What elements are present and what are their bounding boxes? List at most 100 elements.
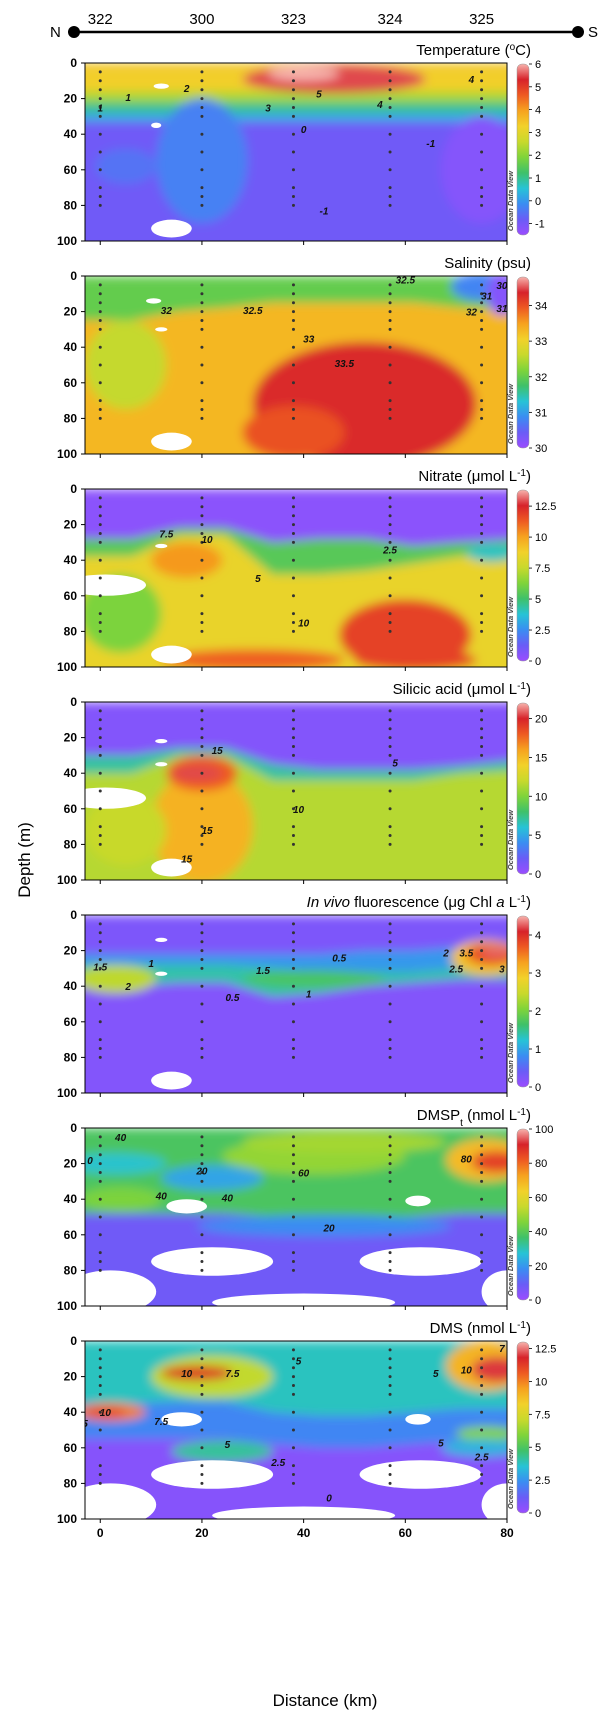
sample-point — [200, 949, 204, 953]
sample-point — [480, 771, 484, 775]
sample-point — [200, 576, 204, 580]
y-tick-label: 20 — [64, 92, 78, 106]
sample-point — [98, 745, 102, 748]
sample-point — [388, 505, 392, 509]
y-tick-label: 60 — [64, 163, 78, 177]
y-tick-label: 80 — [64, 837, 78, 851]
sample-point — [98, 399, 102, 403]
sample-point — [200, 807, 204, 811]
sample-point — [388, 1464, 392, 1468]
sample-point — [291, 1410, 295, 1414]
colorbar-tick-label: 0 — [535, 869, 541, 881]
sample-point — [388, 327, 392, 331]
contour-label: 7.5 — [225, 1369, 239, 1380]
heatmap-blob — [171, 766, 223, 781]
sample-point — [388, 594, 392, 598]
no-data-gap — [155, 762, 168, 767]
sample-point — [200, 1481, 204, 1485]
heatmap-blob — [85, 1186, 162, 1212]
sample-point — [200, 1251, 204, 1255]
sample-point — [480, 612, 484, 616]
sample-point — [480, 1215, 484, 1219]
colorbar — [516, 489, 530, 662]
contour-label: 10 — [293, 805, 305, 816]
sample-point — [291, 1268, 295, 1272]
sample-point — [388, 753, 392, 757]
sample-point — [388, 1233, 392, 1237]
sample-point — [200, 132, 204, 136]
sample-point — [200, 842, 204, 846]
sample-point — [480, 1171, 484, 1174]
sample-point — [291, 1251, 295, 1255]
panel-title: DMS (nmol L-1) — [430, 1320, 531, 1338]
y-tick-label: 20 — [64, 731, 78, 745]
y-tick-label: 20 — [64, 305, 78, 319]
contour-label: 10 — [201, 535, 213, 546]
sample-point — [388, 1179, 392, 1183]
sample-point — [291, 496, 295, 500]
no-data-gap — [212, 1506, 396, 1519]
sample-point — [98, 621, 102, 624]
y-tick-label: 60 — [64, 1228, 78, 1242]
sample-point — [480, 203, 484, 207]
heatmap-blob — [171, 1440, 274, 1463]
sample-point — [291, 514, 295, 518]
sample-point — [98, 1410, 102, 1414]
sample-point — [200, 327, 204, 331]
sample-point — [200, 771, 204, 775]
contour-label: 4 — [376, 100, 383, 111]
sample-point — [98, 789, 102, 793]
sample-point — [480, 327, 484, 331]
no-data-gap — [146, 298, 162, 304]
sample-point — [480, 310, 484, 314]
heatmap-field: 7.5 10 2.5 5 10 — [85, 489, 507, 667]
sample-point — [291, 1348, 295, 1352]
sample-point — [291, 283, 295, 287]
sample-point — [388, 1473, 392, 1476]
contour-label: 32 — [161, 306, 173, 317]
sample-point — [480, 1473, 484, 1476]
sample-point — [291, 399, 295, 403]
watermark: Ocean Data View — [506, 1022, 515, 1083]
sample-point — [291, 1002, 295, 1006]
contour-label: 20 — [195, 1167, 208, 1178]
sample-point — [388, 514, 392, 518]
heatmap-field: 40 0 80 20 60 40 40 20 — [85, 1128, 507, 1306]
colorbar-tick-label: 0 — [535, 656, 541, 668]
sample-point — [200, 922, 204, 926]
sample-point — [98, 753, 102, 757]
sample-point — [480, 807, 484, 811]
station-label: 325 — [469, 11, 494, 28]
contour-label: 2.5 — [270, 1458, 285, 1469]
heatmap-fill — [85, 276, 507, 454]
sample-point — [291, 594, 295, 598]
sample-point — [200, 283, 204, 287]
sample-point — [200, 408, 204, 411]
x-tick-label: 40 — [297, 1526, 311, 1540]
sample-point — [388, 1348, 392, 1352]
sample-point — [291, 114, 295, 118]
sample-point — [480, 1428, 484, 1432]
sample-point — [388, 1171, 392, 1174]
sample-point — [98, 1357, 102, 1361]
sample-point — [480, 558, 484, 562]
watermark: Ocean Data View — [506, 170, 515, 231]
sample-point — [480, 345, 484, 349]
sample-point — [98, 940, 102, 944]
panel-7: DMS (nmol L-1) 7 5 10 7.5 10 5 10 5 7.5 5 5 2.5 2.5 0 0… — [57, 1320, 556, 1541]
sample-point — [480, 408, 484, 411]
contour-label: 2.5 — [474, 1453, 489, 1464]
contour-label: 2 — [124, 982, 131, 993]
contour-label: 1 — [97, 104, 103, 115]
y-tick-label: 0 — [70, 482, 77, 496]
sample-point — [200, 70, 204, 74]
sample-point — [200, 168, 204, 172]
y-tick-label: 60 — [64, 1015, 78, 1029]
watermark: Ocean Data View — [506, 1448, 515, 1509]
colorbar-tick-label: 7.5 — [535, 1409, 550, 1421]
panel-6: DMSPt (nmol L-1) 40 0 80 20 60 40 40 20 0 20 40 60 80… — [57, 1107, 553, 1314]
contour-label: 10 — [100, 1408, 112, 1419]
colorbar-tick-label: 40 — [535, 1227, 547, 1239]
sample-point — [291, 408, 295, 411]
